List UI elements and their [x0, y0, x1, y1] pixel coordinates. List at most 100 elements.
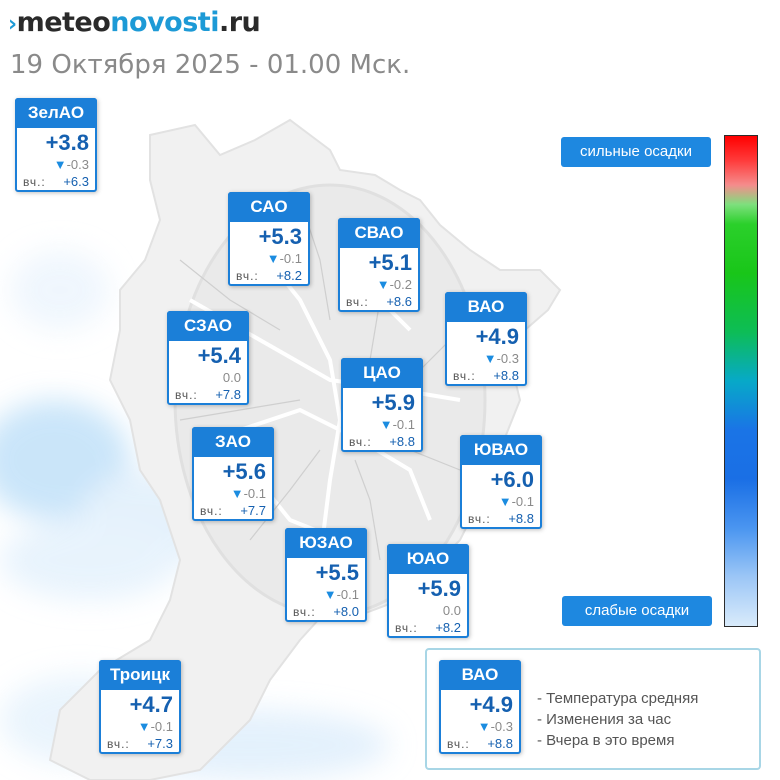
- district-name: ЗАО: [192, 427, 274, 457]
- district-name: ЗелАО: [15, 98, 97, 128]
- district-name: САО: [228, 192, 310, 222]
- yesterday-value: +6.3: [63, 174, 89, 189]
- down-triangle-icon: ▼: [376, 277, 390, 292]
- district-change: ▼-0.1: [324, 587, 359, 602]
- change-value: -0.1: [243, 486, 266, 501]
- district-card-vao: ВАО +4.9 ▼-0.3 вч.: +8.8: [445, 292, 527, 386]
- yesterday-label: вч.:: [395, 621, 418, 635]
- yesterday-value: +8.2: [435, 620, 461, 635]
- district-temperature: +5.9: [417, 576, 461, 601]
- district-card-yuzao: ЮЗАО +5.5 ▼-0.1 вч.: +8.0: [285, 528, 367, 622]
- yesterday-label: вч.:: [236, 269, 259, 283]
- district-card-sao: САО +5.3 ▼-0.1 вч.: +8.2: [228, 192, 310, 286]
- yesterday-value: +7.8: [215, 387, 241, 402]
- district-name: СВАО: [338, 218, 420, 248]
- district-change: ▼-0.3: [54, 157, 89, 172]
- district-card-zelao: ЗелАО +3.8 ▼-0.3 вч.: +6.3: [15, 98, 97, 192]
- yesterday-value: +8.8: [508, 511, 534, 526]
- change-value: 0.0: [222, 370, 241, 385]
- down-triangle-icon: ▼: [477, 719, 491, 734]
- district-change: ▼-0.3: [484, 351, 519, 366]
- yesterday-label: вч.:: [107, 737, 130, 751]
- district-card-yuvao: ЮВАО +6.0 ▼-0.1 вч.: +8.8: [460, 435, 542, 529]
- district-temperature: +3.8: [45, 130, 89, 155]
- forecast-datetime: 19 Октября 2025 - 01.00 Мск.: [10, 50, 411, 80]
- yesterday-value: +8.0: [333, 604, 359, 619]
- district-card-svao: СВАО +5.1 ▼-0.2 вч.: +8.6: [338, 218, 420, 312]
- yesterday-label: вч.:: [23, 175, 46, 189]
- district-temperature: +5.9: [371, 390, 415, 415]
- legend-box: ВАО +4.9 ▼-0.3 вч.: +8.8 - Температура с…: [425, 648, 761, 770]
- district-name: ВАО: [439, 660, 521, 690]
- district-temperature: +5.4: [197, 343, 241, 368]
- precipitation-color-scale: [724, 135, 758, 627]
- yesterday-label: вч.:: [349, 435, 372, 449]
- district-change: ▼-0.1: [138, 719, 173, 734]
- change-value: -0.3: [496, 351, 519, 366]
- down-triangle-icon: ▼: [323, 587, 337, 602]
- district-temperature: +5.1: [368, 250, 412, 275]
- district-temperature: +4.9: [475, 324, 519, 349]
- yesterday-label: вч.:: [200, 504, 223, 518]
- district-temperature: +5.6: [222, 459, 266, 484]
- district-change: ▼-0.1: [499, 494, 534, 509]
- yesterday-value: +8.6: [386, 294, 412, 309]
- district-temperature: +5.5: [315, 560, 359, 585]
- change-value: -0.1: [150, 719, 173, 734]
- district-card-szao: СЗАО +5.4 0.0 вч.: +7.8: [167, 311, 249, 405]
- yesterday-value: +8.8: [389, 434, 415, 449]
- yesterday-label: вч.:: [468, 512, 491, 526]
- down-triangle-icon: ▼: [53, 157, 67, 172]
- yesterday-label: вч.:: [453, 369, 476, 383]
- change-value: -0.3: [490, 719, 513, 734]
- change-value: -0.1: [392, 417, 415, 432]
- change-value: -0.2: [389, 277, 412, 292]
- change-value: 0.0: [442, 603, 461, 618]
- logo-text-meteo: meteo: [16, 7, 111, 38]
- strong-precip-label: сильные осадки: [561, 137, 711, 167]
- yesterday-value: +7.3: [147, 736, 173, 751]
- down-triangle-icon: ▼: [230, 486, 244, 501]
- logo-text-novosti: novosti: [110, 7, 219, 38]
- district-card-troitsk: Троицк +4.7 ▼-0.1 вч.: +7.3: [99, 660, 181, 754]
- down-triangle-icon: ▼: [137, 719, 151, 734]
- district-name: ЮАО: [387, 544, 469, 574]
- district-change: 0.0: [443, 603, 461, 618]
- logo-mark: ›: [8, 12, 17, 37]
- yesterday-value: +7.7: [240, 503, 266, 518]
- district-temperature: +4.9: [469, 692, 513, 717]
- legend-item-hourly-change: - Изменения за час: [537, 711, 672, 728]
- district-change: 0.0: [223, 370, 241, 385]
- district-card-cao: ЦАО +5.9 ▼-0.1 вч.: +8.8: [341, 358, 423, 452]
- district-change: ▼-0.1: [267, 251, 302, 266]
- district-change: ▼-0.1: [231, 486, 266, 501]
- district-temperature: +5.3: [258, 224, 302, 249]
- down-triangle-icon: ▼: [483, 351, 497, 366]
- district-name: ЮЗАО: [285, 528, 367, 558]
- district-change: ▼-0.3: [478, 719, 513, 734]
- legend-item-yesterday: - Вчера в это время: [537, 732, 675, 749]
- legend-sample-card: ВАО +4.9 ▼-0.3 вч.: +8.8: [439, 660, 521, 754]
- change-value: -0.1: [511, 494, 534, 509]
- district-card-zao: ЗАО +5.6 ▼-0.1 вч.: +7.7: [192, 427, 274, 521]
- district-name: ЦАО: [341, 358, 423, 388]
- district-change: ▼-0.1: [380, 417, 415, 432]
- district-name: ВАО: [445, 292, 527, 322]
- logo-text-domain: .ru: [218, 7, 261, 38]
- district-change: ▼-0.2: [377, 277, 412, 292]
- yesterday-value: +8.8: [487, 736, 513, 751]
- legend-item-temperature: - Температура средняя: [537, 690, 699, 707]
- site-logo[interactable]: ›meteonovosti.ru: [8, 6, 261, 42]
- district-name: ЮВАО: [460, 435, 542, 465]
- yesterday-label: вч.:: [175, 388, 198, 402]
- district-card-yuao: ЮАО +5.9 0.0 вч.: +8.2: [387, 544, 469, 638]
- weak-precip-label: слабые осадки: [562, 596, 712, 626]
- down-triangle-icon: ▼: [266, 251, 280, 266]
- district-name: Троицк: [99, 660, 181, 690]
- district-temperature: +6.0: [490, 467, 534, 492]
- district-temperature: +4.7: [129, 692, 173, 717]
- down-triangle-icon: ▼: [498, 494, 512, 509]
- change-value: -0.1: [336, 587, 359, 602]
- yesterday-value: +8.8: [493, 368, 519, 383]
- yesterday-value: +8.2: [276, 268, 302, 283]
